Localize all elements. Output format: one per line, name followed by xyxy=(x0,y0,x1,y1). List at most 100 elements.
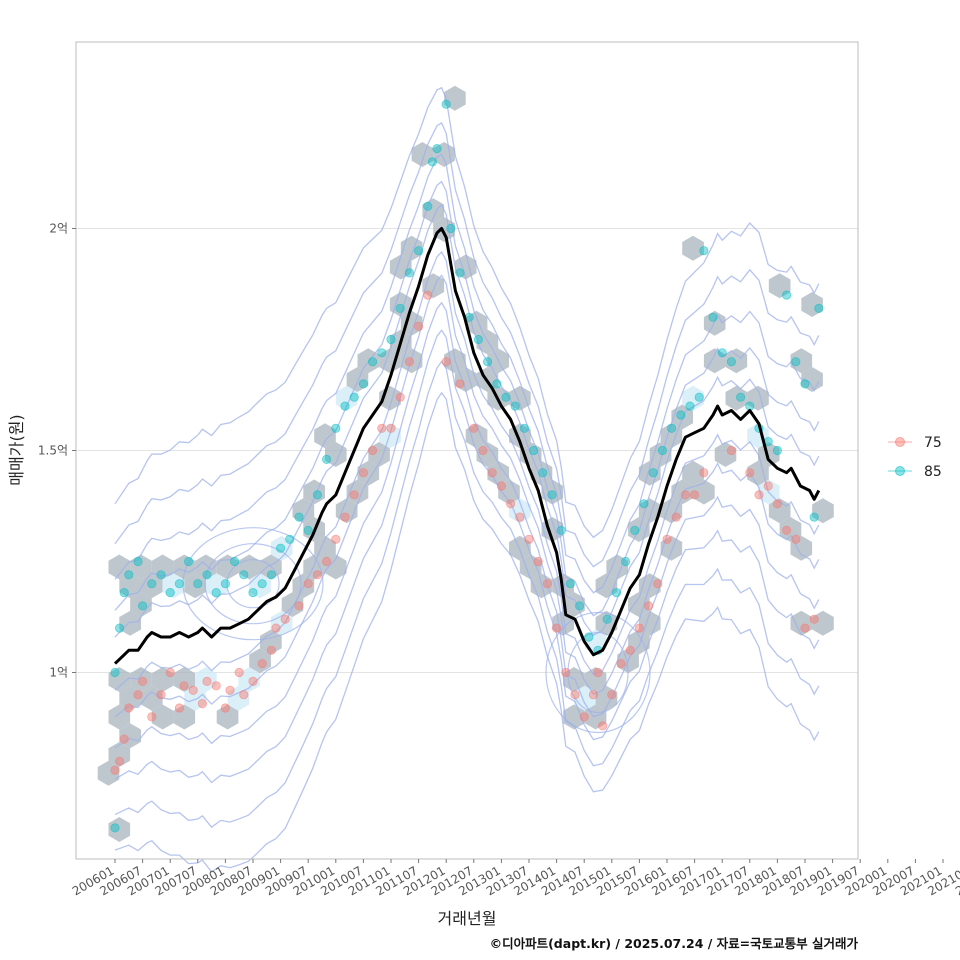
data-point-75 xyxy=(280,614,290,624)
data-point-85 xyxy=(666,423,677,433)
density-contour-line xyxy=(114,250,820,691)
data-point-85 xyxy=(358,379,368,389)
hexbin-cell xyxy=(465,423,488,449)
data-point-85 xyxy=(519,423,530,433)
hexbin-cell xyxy=(130,592,152,617)
hexbin-cell xyxy=(184,573,206,599)
hexbin-cell xyxy=(119,723,141,749)
data-point-85 xyxy=(413,246,424,256)
hexbin-cell xyxy=(151,704,174,730)
data-point-85 xyxy=(239,570,249,580)
density-contour-line xyxy=(114,180,820,617)
data-point-85 xyxy=(193,579,203,589)
density-contour-line xyxy=(114,329,820,784)
data-point-75 xyxy=(225,685,235,695)
data-point-85 xyxy=(547,490,557,500)
hexbin-cell xyxy=(519,554,542,580)
hexbin-cell xyxy=(660,498,683,524)
data-point-85 xyxy=(174,579,184,589)
data-point-75 xyxy=(616,658,626,669)
hexbin-cell xyxy=(801,292,823,317)
hexbin-cell xyxy=(205,573,228,599)
data-point-85 xyxy=(630,525,640,536)
data-point-85 xyxy=(404,268,414,278)
hexbin-cell xyxy=(400,348,423,374)
data-point-75 xyxy=(358,468,368,478)
hexbin-cell xyxy=(119,610,141,636)
data-point-75 xyxy=(266,645,276,655)
data-point-85 xyxy=(708,312,718,322)
hexbin-cell xyxy=(606,554,629,580)
data-point-85 xyxy=(639,499,649,509)
data-point-85 xyxy=(184,556,194,567)
hexbin-cell xyxy=(812,610,834,636)
hexbin-cell xyxy=(141,685,163,711)
data-point-75 xyxy=(321,556,332,567)
data-point-85 xyxy=(294,512,304,522)
data-point-75 xyxy=(257,658,267,669)
y-axis: 1억 1.5억 2억 xyxy=(38,221,76,680)
data-point-75 xyxy=(188,685,198,695)
data-point-85 xyxy=(220,579,230,589)
y-axis-title: 매매가(원) xyxy=(7,414,26,485)
data-point-85 xyxy=(110,667,120,678)
density-contour-line xyxy=(114,121,820,568)
data-point-75 xyxy=(349,490,359,500)
data-point-85 xyxy=(584,632,594,642)
hexbin-cell xyxy=(747,460,769,486)
data-point-75 xyxy=(588,690,599,700)
data-point-85 xyxy=(340,401,350,411)
hexbin-cell xyxy=(357,460,380,486)
data-point-85 xyxy=(303,525,313,536)
hexbin-cell xyxy=(628,592,650,617)
hexbin-cell xyxy=(628,629,650,655)
data-point-75 xyxy=(248,676,258,687)
data-point-75 xyxy=(487,468,497,478)
data-point-85 xyxy=(648,468,658,478)
hexbin-cell xyxy=(346,367,369,392)
data-point-75 xyxy=(174,703,184,713)
data-point-75 xyxy=(156,690,166,700)
data-point-85 xyxy=(538,468,548,478)
hexbin-cell xyxy=(768,273,791,299)
data-point-85 xyxy=(455,268,465,278)
hexbin-cell xyxy=(509,385,531,411)
y-tick-label: 1억 xyxy=(49,666,68,680)
data-point-85 xyxy=(119,587,129,598)
data-point-75 xyxy=(220,703,230,713)
data-point-85 xyxy=(492,379,502,389)
data-point-75 xyxy=(303,579,313,589)
data-point-75 xyxy=(386,423,396,433)
data-point-75 xyxy=(634,623,645,633)
data-point-75 xyxy=(607,690,617,700)
data-point-75 xyxy=(689,490,700,500)
hexbin-cell xyxy=(812,498,834,524)
density-contour-line xyxy=(114,274,820,718)
data-point-75 xyxy=(680,490,691,500)
hexbin-cell xyxy=(270,535,293,561)
hexbin-cell xyxy=(292,498,315,524)
data-point-75 xyxy=(763,481,773,491)
density-contour-line xyxy=(114,301,820,749)
data-point-85 xyxy=(331,423,341,433)
data-point-75 xyxy=(133,690,143,700)
data-point-85 xyxy=(528,445,539,456)
data-point-75 xyxy=(441,357,451,367)
hexbin-cell xyxy=(584,667,607,692)
data-point-85 xyxy=(124,570,134,580)
hexbin-cell xyxy=(151,667,174,692)
data-point-75 xyxy=(455,379,465,389)
data-point-85 xyxy=(814,303,824,313)
hexbin-cell xyxy=(801,367,823,392)
density-contour-line xyxy=(114,360,820,829)
hexbin-cell xyxy=(671,404,693,430)
data-point-85 xyxy=(781,290,792,300)
data-point-75 xyxy=(772,499,783,509)
data-point-85 xyxy=(266,570,276,580)
data-point-85 xyxy=(676,410,686,420)
hexbin-cell xyxy=(314,423,336,449)
data-point-75 xyxy=(211,681,221,691)
data-point-85 xyxy=(395,303,405,313)
data-point-85 xyxy=(574,601,585,611)
